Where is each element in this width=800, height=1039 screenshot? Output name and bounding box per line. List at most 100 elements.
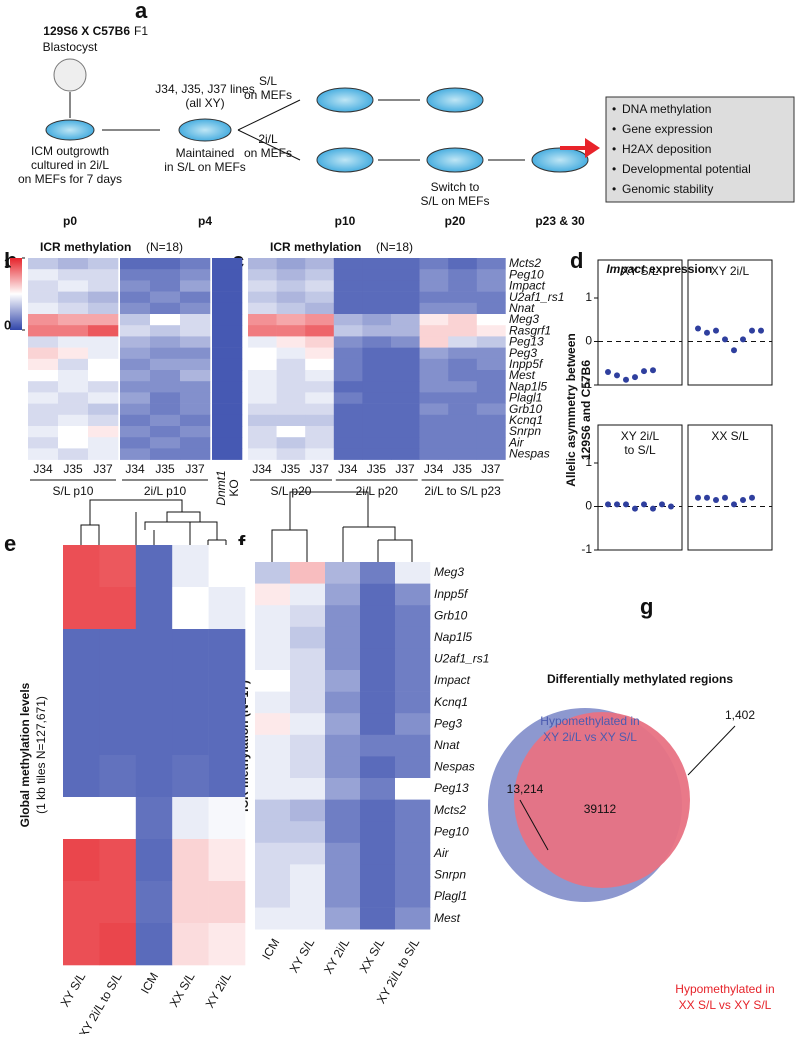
heat-cell [476,448,506,460]
heat-cell [212,403,243,416]
heat-cell [255,713,291,736]
point [650,367,656,374]
heat-cell [28,325,59,337]
heat-cell [391,258,420,270]
heat-cell [58,269,89,281]
heat-cell [305,280,335,292]
heat-cell [325,756,361,779]
title: ICR methylation [270,240,361,254]
heat-cell [276,314,306,326]
heat-cell [150,448,181,460]
heat-cell [212,280,243,292]
heat-cell [99,839,137,882]
heat-cell [58,381,89,393]
heat-cell [325,864,361,887]
heat-cell [325,842,361,865]
heat-cell [305,414,335,427]
heat-cell [180,426,211,438]
heat-cell [58,291,89,304]
heat-cell [212,448,243,460]
heat-cell [305,381,335,393]
heat-cell [208,881,246,924]
heat-cell [248,291,277,304]
heat-cell [28,437,59,449]
heat-cell [212,381,243,393]
heat-cell [305,392,335,404]
panel-label: d [570,248,583,273]
heat-cell [135,713,173,756]
heat-cell [28,414,59,427]
heat-cell [28,403,59,416]
heat-cell [88,280,119,292]
heat-cell [276,414,306,427]
analysis: DNA methylation [622,102,711,116]
heat-cell [28,448,59,460]
heat-cell [58,358,89,371]
heat-cell [360,756,396,779]
heat-cell [180,392,211,404]
heat-cell [448,314,478,326]
heat-cell [150,314,181,326]
subplot-frame [687,259,773,386]
subplot-title: XX S/L [711,429,749,443]
analyses-box [605,96,795,203]
heat-cell [212,437,243,449]
heat-cell [99,923,137,966]
heat-cell [325,626,361,649]
heat-cell [476,325,506,337]
heat-cell [325,670,361,692]
heat-cell [476,358,506,371]
heat-cell [172,797,209,840]
heat-cell [88,370,119,382]
heat-cell [290,583,326,606]
heat-cell [362,291,392,304]
arrow [237,99,301,131]
column-label: J34 [424,462,444,476]
point [641,368,647,375]
heat-cell [88,258,119,270]
y-label: (1 kb tiles N=127,671) [34,696,48,814]
2i-text: on MEFs [244,146,292,160]
heat-cell [362,414,392,427]
heat-cell [135,797,173,840]
heat-cell [476,291,506,304]
heat-cell [448,336,478,348]
heat-cell [476,437,506,449]
heat-cell [276,370,306,382]
gene-label: Impact [509,279,546,293]
point [650,505,656,512]
icm-text: on MEFs for 7 days [18,172,122,186]
heat-cell [172,587,209,630]
heat-cell [395,648,431,671]
heat-cell [290,756,326,779]
column-label: Dnmt1 [214,470,228,505]
point [695,325,701,332]
heat-cell [448,426,478,438]
heat-cell [248,426,277,438]
heat-cell [360,821,396,844]
heat-cell [360,778,396,800]
heat-cell [448,291,478,304]
heat-cell [88,291,119,304]
heat-cell [180,302,211,315]
gene-label: Snrpn [434,868,466,882]
heat-cell [212,269,243,281]
heat-cell [180,291,211,304]
heat-cell [362,358,392,371]
heat-cell [395,886,431,908]
gene-label: Nespas [509,447,550,461]
heat-cell [362,336,392,348]
panel-label: f [238,531,246,556]
heat-cell [419,258,449,270]
heat-cell [305,258,335,270]
point [623,501,629,508]
heat-cell [135,755,173,798]
subplot-frame [687,424,773,551]
point [749,327,755,334]
heat-cell [212,302,243,315]
heat-cell [28,347,59,360]
gene-label: Meg3 [434,565,464,579]
panel-label: g [640,594,653,619]
heat-cell [212,414,243,427]
